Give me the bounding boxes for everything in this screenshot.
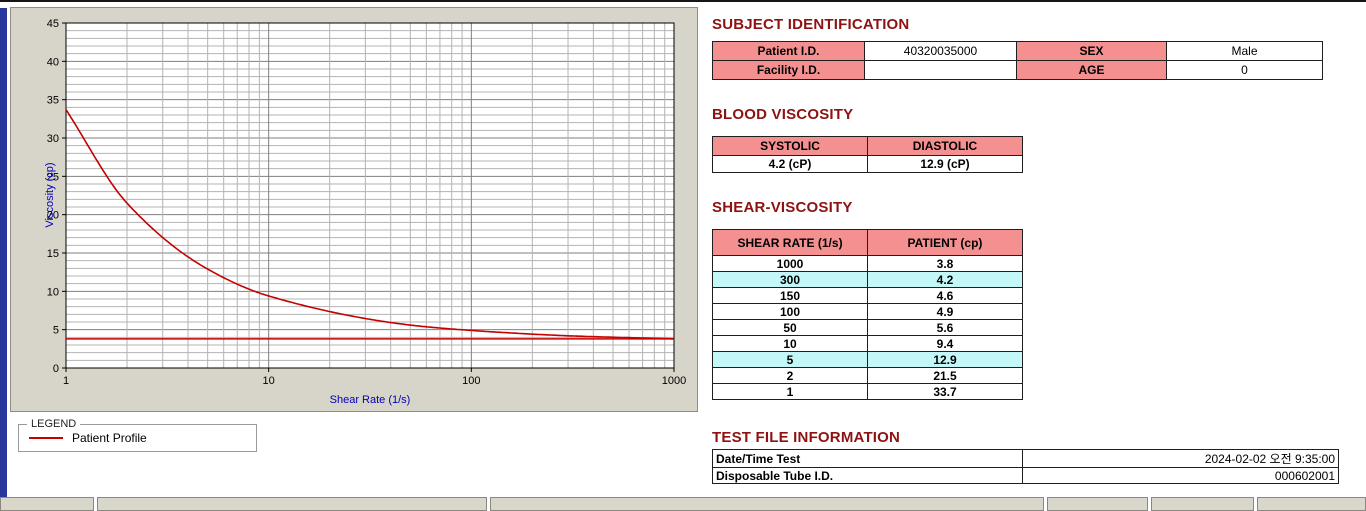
table-row: Date/Time Test 2024-02-02 오전 9:35:00 [712,449,1339,468]
patient-value-cell: 3.8 [867,255,1023,272]
table-row: 4.2 (cP) 12.9 (cP) [712,155,1023,173]
diastolic-header: DIASTOLIC [867,136,1023,156]
table-header-row: SYSTOLIC DIASTOLIC [712,136,1023,156]
shear-rate-cell: 5 [712,351,868,368]
patient-value-cell: 9.4 [867,335,1023,352]
bottom-panel-segment[interactable] [490,497,1044,511]
sex-value: Male [1166,41,1323,61]
patient-value-cell: 4.2 [867,271,1023,288]
y-axis-label: Viscosity (cp) [44,162,56,228]
bottom-panel-segment[interactable] [97,497,487,511]
shear-rate-cell: 150 [712,287,868,304]
svg-text:20: 20 [47,210,59,222]
section-title-shear-viscosity: SHEAR-VISCOSITY [712,199,853,216]
bottom-panel-segment[interactable] [1257,497,1366,511]
facility-id-label: Facility I.D. [712,60,865,80]
patient-id-value: 40320035000 [864,41,1017,61]
svg-text:10: 10 [263,375,275,387]
window-top-border [0,0,1366,2]
bottom-panel-segment[interactable] [1047,497,1148,511]
section-title-test-file-information: TEST FILE INFORMATION [712,429,901,446]
bottom-panel-segment[interactable] [1151,497,1254,511]
legend-series-label: Patient Profile [72,431,147,445]
patient-profile-line-swatch [29,437,63,439]
svg-text:30: 30 [47,133,59,145]
bottom-panel-segment[interactable] [0,497,94,511]
svg-text:0: 0 [53,363,59,375]
shear-rate-cell: 100 [712,303,868,320]
patient-value-cell: 21.5 [867,367,1023,384]
shear-rate-cell: 50 [712,319,868,336]
svg-text:10: 10 [47,286,59,298]
viscosity-curve-chart: 0 5 10 15 20 25 30 35 40 45 1 10 100 1000 [47,18,686,387]
table-row: Patient I.D. 40320035000 SEX Male [712,41,1323,61]
x-axis-label: Shear Rate (1/s) [329,394,411,406]
date-time-test-value: 2024-02-02 오전 9:35:00 [1022,449,1339,468]
systolic-header: SYSTOLIC [712,136,868,156]
shear-rate-cell: 300 [712,271,868,288]
svg-text:5: 5 [53,325,59,337]
shear-row[interactable]: 1 33.7 [712,383,1023,400]
table-row: Facility I.D. AGE 0 [712,60,1323,80]
date-time-test-label: Date/Time Test [712,449,1023,468]
shear-row[interactable]: 1000 3.8 [712,255,1023,272]
test-file-information-table: Date/Time Test 2024-02-02 오전 9:35:00 Dis… [712,449,1339,484]
shear-row[interactable]: 300 4.2 [712,271,1023,288]
disposable-tube-id-label: Disposable Tube I.D. [712,467,1023,484]
shear-rate-header: SHEAR RATE (1/s) [712,229,868,256]
patient-value-cell: 4.6 [867,287,1023,304]
svg-text:45: 45 [47,18,59,30]
svg-text:35: 35 [47,95,59,107]
shear-rate-cell: 1 [712,383,868,400]
patient-value-cell: 12.9 [867,351,1023,368]
patient-value-cell: 33.7 [867,383,1023,400]
shear-viscosity-table: SHEAR RATE (1/s) PATIENT (cp) 1000 3.8 3… [712,229,1023,400]
svg-text:100: 100 [462,375,480,387]
shear-row[interactable]: 150 4.6 [712,287,1023,304]
subject-identification-table: Patient I.D. 40320035000 SEX Male Facili… [712,41,1323,80]
shear-row[interactable]: 2 21.5 [712,367,1023,384]
table-row: Disposable Tube I.D. 000602001 [712,467,1339,484]
viscosity-chart-panel: 0 5 10 15 20 25 30 35 40 45 1 10 100 1000 Viscosity (… [10,7,698,412]
blood-viscosity-table: SYSTOLIC DIASTOLIC 4.2 (cP) 12.9 (cP) [712,136,1023,173]
legend-frame-label: LEGEND [27,418,81,430]
svg-text:15: 15 [47,248,59,260]
svg-text:25: 25 [47,171,59,183]
patient-value-cell: 5.6 [867,319,1023,336]
shear-row[interactable]: 100 4.9 [712,303,1023,320]
facility-id-value [864,60,1017,80]
svg-text:1000: 1000 [662,375,686,387]
diastolic-value: 12.9 (cP) [867,155,1023,173]
svg-text:1: 1 [63,375,69,387]
svg-text:40: 40 [47,56,59,68]
patient-value-cell: 4.9 [867,303,1023,320]
shear-row[interactable]: 5 12.9 [712,351,1023,368]
shear-rate-cell: 1000 [712,255,868,272]
systolic-value: 4.2 (cP) [712,155,868,173]
patient-id-label: Patient I.D. [712,41,865,61]
disposable-tube-id-value: 000602001 [1022,467,1339,484]
patient-cp-header: PATIENT (cp) [867,229,1023,256]
age-label: AGE [1016,60,1167,80]
shear-rate-cell: 10 [712,335,868,352]
table-header-row: SHEAR RATE (1/s) PATIENT (cp) [712,229,1023,256]
legend-frame: LEGEND Patient Profile [18,418,257,452]
left-window-edge [0,8,7,497]
age-value: 0 [1166,60,1323,80]
sex-label: SEX [1016,41,1167,61]
shear-row[interactable]: 10 9.4 [712,335,1023,352]
shear-rate-cell: 2 [712,367,868,384]
section-title-blood-viscosity: BLOOD VISCOSITY [712,106,854,123]
shear-row[interactable]: 50 5.6 [712,319,1023,336]
section-title-subject-identification: SUBJECT IDENTIFICATION [712,16,910,33]
